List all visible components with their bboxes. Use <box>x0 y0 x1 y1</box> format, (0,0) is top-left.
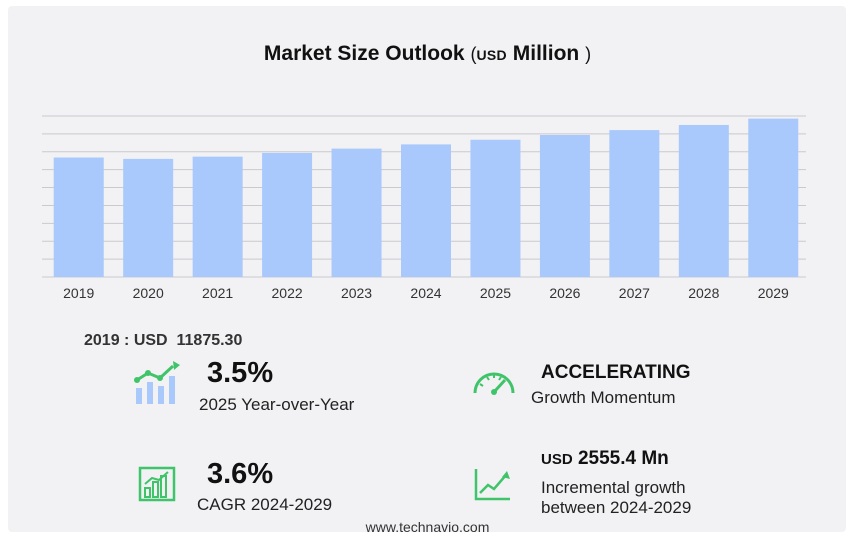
x-tick-label: 2026 <box>549 285 580 301</box>
base-sep: : <box>124 332 130 349</box>
x-tick-label: 2027 <box>619 285 650 301</box>
cagr-label: CAGR 2024-2029 <box>197 495 333 514</box>
title-open-paren: ( <box>470 44 477 64</box>
bar-2024 <box>401 144 451 277</box>
bar-2027 <box>609 130 660 277</box>
x-tick-label: 2022 <box>272 285 303 301</box>
bar-2020 <box>123 158 174 277</box>
incremental-unit: USD <box>541 451 573 468</box>
bar-chart: 2019 2020 2021 2022 2023 2024 2025 2026 2027 2028… <box>42 115 806 301</box>
x-tick-label: 2025 <box>480 285 511 301</box>
momentum-label: Growth Momentum <box>531 388 676 407</box>
bar-2019 <box>53 157 104 277</box>
bar-2028 <box>678 124 729 277</box>
bar-2029 <box>748 118 799 278</box>
cagr-label-wrap: CAGR 2024-2029 <box>197 495 332 515</box>
title-unit-word: Million <box>512 42 580 65</box>
incremental-label-wrap: Incremental growth between 2024-2029 <box>541 478 691 518</box>
incremental-label-2: between 2024-2029 <box>541 498 692 517</box>
base-unit: USD <box>133 332 168 349</box>
x-tick-label: 2020 <box>133 285 164 301</box>
base-value: 11875.30 <box>176 332 243 349</box>
incremental-value: 2555.4 Mn <box>577 448 669 469</box>
title-main: Market Size Outlook <box>263 42 465 65</box>
bar-2025 <box>470 139 521 277</box>
bar-2022 <box>262 152 313 277</box>
base-year-value: 2019 : USD 11875.30 <box>84 332 242 350</box>
bar-2023 <box>331 148 382 277</box>
bar-chart-icon <box>138 466 176 502</box>
momentum-value: ACCELERATING <box>541 362 691 383</box>
x-tick-label: 2024 <box>410 285 441 301</box>
growth-chart-icon <box>134 361 180 404</box>
bar-2021 <box>192 156 243 277</box>
base-year: 2019 <box>84 332 120 349</box>
incremental-label-1: Incremental growth <box>541 478 686 497</box>
incremental-stat: USD 2555.4 Mn <box>541 448 669 470</box>
cagr-value: 3.6% <box>207 458 274 490</box>
chart-title: Market Size Outlook (USD Million ) <box>0 42 855 66</box>
title-unit: USD <box>476 47 507 63</box>
x-tick-label: 2019 <box>63 285 94 301</box>
yoy-label: 2025 Year-over-Year <box>199 395 355 414</box>
momentum-stat: ACCELERATING <box>541 362 691 384</box>
yoy-label-wrap: 2025 Year-over-Year <box>199 395 354 415</box>
trend-line-icon <box>474 469 510 501</box>
cagr-stat: 3.6% <box>207 458 273 491</box>
x-tick-label: 2023 <box>341 285 372 301</box>
x-tick-label: 2029 <box>758 285 789 301</box>
yoy-value: 3.5% <box>207 357 274 389</box>
x-tick-label: 2028 <box>688 285 719 301</box>
x-tick-label: 2021 <box>202 285 233 301</box>
momentum-label-wrap: Growth Momentum <box>531 388 676 408</box>
title-close-paren: ) <box>585 44 592 64</box>
yoy-stat: 3.5% <box>207 357 273 390</box>
bar-2026 <box>539 135 590 277</box>
speedometer-icon <box>473 372 515 395</box>
footer-source: www.technavio.com <box>365 519 490 535</box>
